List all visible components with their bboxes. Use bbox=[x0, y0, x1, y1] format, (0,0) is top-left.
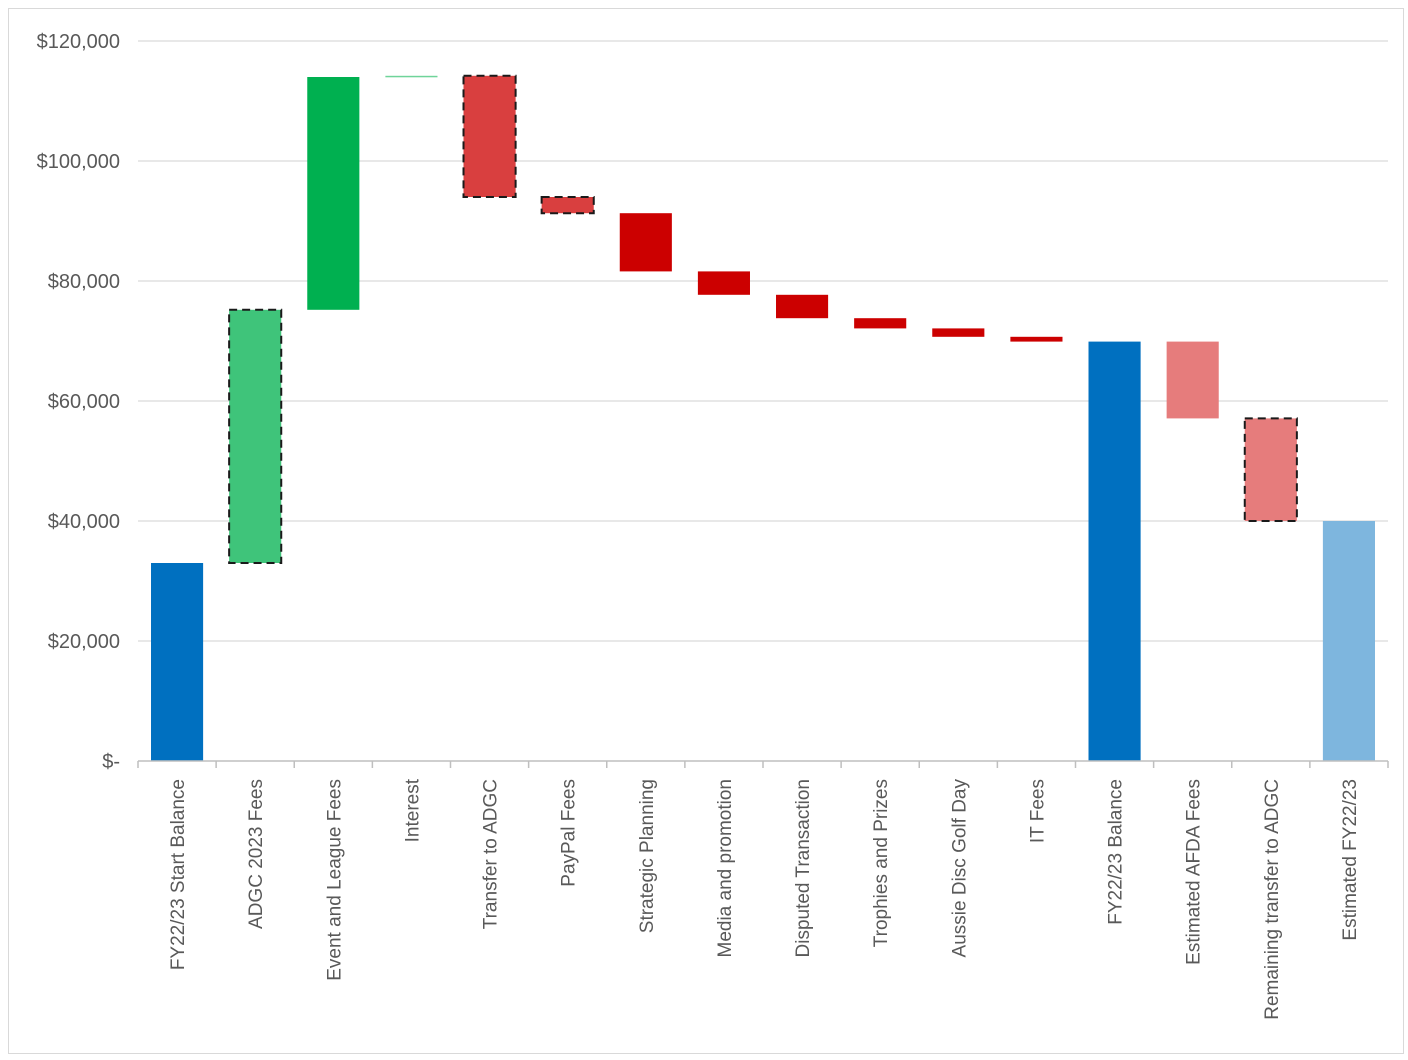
x-tick-label: Remaining transfer to ADGC bbox=[1262, 779, 1283, 1020]
x-tick-label: Trophies and Prizes bbox=[871, 779, 892, 947]
x-tick-label: ADGC 2023 Fees bbox=[246, 779, 267, 929]
x-tick-label: Estimated AFDA Fees bbox=[1184, 779, 1205, 965]
x-tick-label: FY22/23 Start Balance bbox=[168, 779, 189, 970]
y-tick-label: $40,000 bbox=[48, 511, 120, 533]
bar-it-fees bbox=[1010, 336, 1063, 342]
bars bbox=[151, 74, 1375, 761]
x-tick-label: FY22/23 Balance bbox=[1106, 779, 1127, 925]
x-tick-label: IT Fees bbox=[1027, 779, 1048, 843]
y-tick-label: $60,000 bbox=[48, 391, 120, 413]
bar-media-and-promotion bbox=[697, 271, 750, 295]
x-tick-label: Event and League Fees bbox=[324, 779, 345, 981]
bar-remaining-transfer-to-adgc bbox=[1243, 417, 1298, 522]
bar-transfer-to-adgc bbox=[462, 74, 517, 198]
x-tick-label: PayPal Fees bbox=[559, 779, 580, 887]
bar-estimated-afda-fees bbox=[1166, 341, 1219, 419]
chart-frame: $- $20,000 $40,000 $60,000 $80,000 $100,000 $1… bbox=[8, 8, 1404, 1054]
bar-fy22-23-start-balance bbox=[151, 563, 204, 761]
bar-event-and-league-fees bbox=[307, 77, 360, 310]
y-tick-label: $80,000 bbox=[48, 271, 120, 293]
bar-paypal-fees bbox=[540, 196, 595, 215]
bar-fy22-23-balance bbox=[1088, 341, 1141, 761]
x-tick-label: Interest bbox=[402, 778, 423, 842]
x-axis-labels: FY22/23 Start Balance ADGC 2023 Fees Event… bbox=[168, 778, 1361, 1019]
x-tick-label: Transfer to ADGC bbox=[481, 779, 502, 929]
y-axis-ticks: $- $20,000 $40,000 $60,000 $80,000 $100,000 $1… bbox=[37, 31, 120, 773]
waterfall-chart: $- $20,000 $40,000 $60,000 $80,000 $100,000 $1… bbox=[37, 31, 1389, 1020]
x-axis bbox=[137, 760, 1389, 768]
y-tick-label: $20,000 bbox=[48, 631, 120, 653]
bar-estimated-fy22-23 bbox=[1322, 521, 1375, 761]
bar-adgc-2023-fees bbox=[228, 308, 283, 564]
bar-disputed-transaction bbox=[776, 294, 829, 319]
bar-interest bbox=[385, 75, 438, 78]
x-tick-label: Estimated FY22/23 bbox=[1340, 779, 1361, 941]
x-tick-label: Media and promotion bbox=[715, 779, 736, 958]
x-tick-label: Strategic Planning bbox=[637, 779, 658, 933]
bar-strategic-planning bbox=[619, 213, 672, 272]
x-tick-label: Aussie Disc Golf Day bbox=[949, 779, 970, 958]
y-tick-label: $120,000 bbox=[37, 31, 120, 53]
y-tick-label: $- bbox=[102, 751, 120, 773]
bar-trophies-and-prizes bbox=[854, 318, 907, 329]
y-tick-label: $100,000 bbox=[37, 151, 120, 173]
x-tick-label: Disputed Transaction bbox=[793, 779, 814, 958]
bar-aussie-disc-golf-day bbox=[932, 328, 985, 337]
